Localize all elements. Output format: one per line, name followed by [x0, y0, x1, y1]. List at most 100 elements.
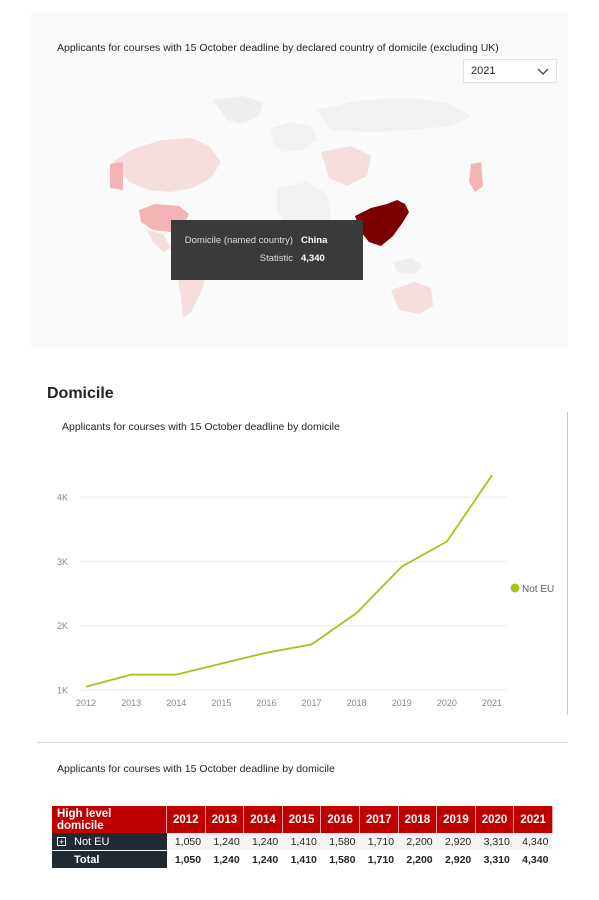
map-country-europe[interactable] — [271, 122, 317, 152]
table-cell: 4,340 — [513, 850, 553, 868]
map-title: Applicants for courses with 15 October d… — [57, 42, 499, 54]
table-cell: 1,050 — [166, 833, 206, 851]
y-tick-label: 4K — [57, 493, 68, 503]
table-cell: 1,710 — [359, 850, 399, 868]
table-cell: 1,710 — [359, 833, 399, 851]
table-cell: 1,410 — [282, 833, 321, 851]
header-year[interactable]: 2013 — [205, 806, 245, 833]
header-year[interactable]: 2020 — [475, 806, 515, 833]
table-cell: 2,920 — [436, 833, 476, 851]
map-card: Applicants for courses with 15 October d… — [31, 12, 568, 348]
table-row: + Not EU 1,050 1,240 1,240 1,410 1,580 1,… — [52, 833, 553, 851]
chart-gridlines — [81, 496, 507, 691]
data-point[interactable] — [309, 642, 314, 647]
table-row-total: Total 1,050 1,240 1,240 1,410 1,580 1,71… — [52, 850, 553, 868]
table-cell: 1,240 — [205, 833, 244, 851]
data-point[interactable] — [129, 672, 134, 677]
header-year[interactable]: 2017 — [359, 806, 399, 833]
table-cell: 1,050 — [166, 850, 206, 868]
data-point[interactable] — [264, 650, 269, 655]
section-title: Domicile — [47, 385, 114, 402]
data-point[interactable] — [490, 473, 495, 478]
table-cell: 2,200 — [398, 850, 437, 868]
table-title: Applicants for courses with 15 October d… — [57, 763, 335, 775]
data-point[interactable] — [174, 672, 179, 677]
y-tick-label: 1K — [57, 686, 68, 696]
table-cell: 1,240 — [205, 850, 244, 868]
x-tick-label: 2016 — [256, 698, 276, 708]
map-country-china[interactable] — [355, 200, 409, 246]
header-year[interactable]: 2016 — [320, 806, 360, 833]
table-cell: 1,580 — [320, 833, 360, 851]
map-country-russia[interactable] — [317, 98, 471, 132]
table-header-row: High level domicile 2012 2013 2014 2015 … — [52, 806, 553, 833]
table-cell: 2,920 — [436, 850, 476, 868]
card-border — [567, 412, 568, 715]
data-point[interactable] — [354, 610, 359, 615]
map-country-australia[interactable] — [391, 282, 433, 314]
map-country-mexico[interactable] — [147, 230, 171, 252]
data-point[interactable] — [84, 684, 89, 689]
table-cell: 3,310 — [475, 833, 514, 851]
tooltip-key-domicile: Domicile (named country) — [184, 235, 293, 246]
header-year[interactable]: 2014 — [243, 806, 283, 833]
x-tick-label: 2018 — [347, 698, 367, 708]
table-cell: 1,240 — [243, 833, 283, 851]
row-label-text: Total — [74, 853, 100, 866]
table-cell: 3,310 — [475, 850, 514, 868]
header-year[interactable]: 2021 — [513, 806, 553, 833]
year-dropdown[interactable]: 2021 — [463, 59, 557, 83]
tooltip-value-statistic: 4,340 — [301, 253, 325, 264]
x-axis-ticks: 2012 2013 2014 2015 2016 2017 2018 2019 2020 2021 — [76, 698, 502, 708]
y-tick-label: 2K — [57, 621, 68, 631]
table-cell: 1,410 — [282, 850, 321, 868]
map-country-se-asia[interactable] — [393, 258, 423, 274]
header-year[interactable]: 2015 — [282, 806, 322, 833]
year-dropdown-value: 2021 — [471, 65, 496, 77]
map-country-central-asia[interactable] — [321, 146, 371, 186]
data-point[interactable] — [444, 539, 449, 544]
x-tick-label: 2019 — [392, 698, 412, 708]
legend[interactable]: Not EU — [510, 583, 555, 596]
line-chart[interactable]: 1K 2K 3K 4K 2012 2013 2014 2015 2016 2017 2018 201… — [37, 440, 567, 725]
row-label-total: Total — [52, 850, 167, 868]
series-layer — [84, 473, 495, 689]
header-year[interactable]: 2019 — [436, 806, 476, 833]
header-domicile[interactable]: High level domicile — [52, 806, 167, 833]
header-year[interactable]: 2012 — [166, 806, 206, 833]
table-cell: 2,200 — [398, 833, 437, 851]
tooltip-key-statistic: Statistic — [259, 253, 293, 264]
expand-icon[interactable]: + — [57, 837, 66, 848]
line-chart-card — [37, 410, 568, 720]
data-point[interactable] — [399, 564, 404, 569]
x-tick-label: 2021 — [482, 698, 502, 708]
x-tick-label: 2015 — [211, 698, 231, 708]
x-tick-label: 2017 — [302, 698, 322, 708]
legend-marker-not-eu — [510, 583, 520, 593]
world-map[interactable] — [31, 12, 568, 348]
x-tick-label: 2012 — [76, 698, 96, 708]
y-tick-label: 3K — [57, 557, 68, 567]
map-tooltip: Domicile (named country) China Statistic… — [171, 220, 363, 280]
tooltip-value-domicile: China — [301, 235, 328, 246]
legend-label-not-eu: Not EU — [522, 584, 554, 595]
header-year[interactable]: 2018 — [398, 806, 438, 833]
map-country-greenland[interactable] — [213, 96, 263, 124]
series-line-not-eu[interactable] — [85, 474, 493, 688]
map-country-canada[interactable] — [113, 138, 221, 192]
table-cell: 4,340 — [513, 833, 553, 851]
row-label-text: Not EU — [74, 835, 110, 848]
row-label-not-eu[interactable]: + Not EU — [52, 833, 167, 851]
x-tick-label: 2014 — [166, 698, 186, 708]
chevron-down-icon — [537, 68, 549, 75]
table-cell: 1,580 — [320, 850, 360, 868]
map-country-alaska-west[interactable] — [110, 162, 123, 190]
line-chart-title: Applicants for courses with 15 October d… — [62, 421, 340, 433]
y-axis-ticks: 1K 2K 3K 4K — [57, 493, 68, 696]
x-tick-label: 2013 — [121, 698, 141, 708]
data-point[interactable] — [219, 661, 224, 666]
map-country-far-east[interactable] — [469, 162, 483, 192]
table-cell: 1,240 — [243, 850, 283, 868]
domicile-table: High level domicile 2012 2013 2014 2015 … — [52, 806, 553, 868]
section-divider — [37, 742, 568, 743]
